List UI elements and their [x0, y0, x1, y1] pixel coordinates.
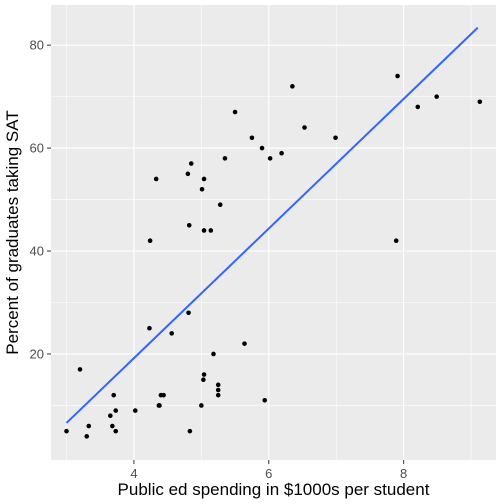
- data-point: [161, 393, 166, 398]
- y-tick-label: 40: [30, 244, 44, 259]
- data-point: [279, 151, 284, 156]
- data-point: [260, 146, 265, 151]
- x-axis-ticks: 4 6 8: [130, 460, 407, 481]
- data-point: [223, 156, 228, 161]
- x-tick-label: 8: [400, 466, 407, 481]
- data-point: [202, 228, 207, 233]
- data-point: [187, 223, 192, 228]
- data-point: [147, 326, 152, 331]
- data-point: [186, 172, 191, 177]
- data-point: [268, 156, 273, 161]
- data-point: [415, 105, 420, 110]
- y-tick-label: 80: [30, 38, 44, 53]
- data-point: [64, 429, 69, 434]
- data-point: [216, 393, 221, 398]
- data-point: [201, 377, 206, 382]
- y-axis-ticks: 20 40 60 80: [30, 38, 51, 362]
- data-point: [157, 403, 162, 408]
- data-point: [216, 388, 221, 393]
- data-point: [233, 110, 238, 115]
- data-point: [434, 94, 439, 99]
- y-axis-title: Percent of graduates taking SAT: [3, 110, 22, 354]
- data-point: [111, 393, 116, 398]
- data-point: [86, 424, 91, 429]
- data-point: [202, 177, 207, 182]
- data-point: [78, 367, 83, 372]
- data-point: [262, 398, 267, 403]
- data-point: [84, 434, 89, 439]
- data-point: [189, 161, 194, 166]
- data-point: [113, 429, 118, 434]
- data-point: [133, 408, 138, 413]
- data-point: [188, 429, 193, 434]
- x-axis-title: Public ed spending in $1000s per student: [118, 480, 430, 499]
- data-point: [394, 238, 399, 243]
- data-point: [395, 74, 400, 79]
- data-point: [478, 99, 483, 104]
- data-point: [218, 202, 223, 207]
- data-point: [250, 135, 255, 140]
- data-point: [290, 84, 295, 89]
- data-point: [211, 352, 216, 357]
- data-point: [200, 187, 205, 192]
- data-point: [113, 408, 118, 413]
- data-point: [154, 177, 159, 182]
- data-point: [202, 372, 207, 377]
- data-point: [216, 383, 221, 388]
- data-point: [199, 403, 204, 408]
- x-tick-label: 6: [265, 466, 272, 481]
- data-point: [242, 341, 247, 346]
- data-point: [186, 310, 191, 315]
- data-point: [169, 331, 174, 336]
- data-point: [208, 228, 213, 233]
- data-point: [302, 125, 307, 130]
- x-tick-label: 4: [130, 466, 137, 481]
- data-point: [108, 413, 113, 418]
- data-point: [333, 135, 338, 140]
- y-tick-label: 60: [30, 141, 44, 156]
- y-tick-label: 20: [30, 346, 44, 361]
- data-point: [148, 238, 153, 243]
- data-point: [110, 424, 115, 429]
